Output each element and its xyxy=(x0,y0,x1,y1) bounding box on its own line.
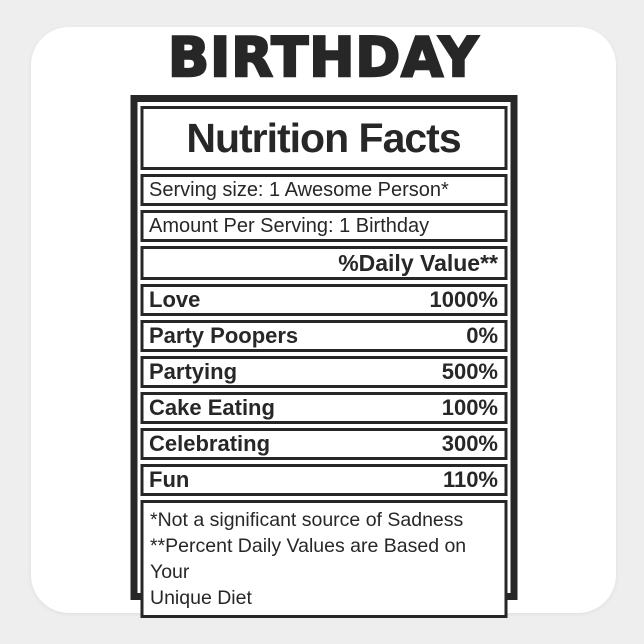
birthday-sticker: BIRTHDAY Nutrition Facts Serving size: 1… xyxy=(31,25,616,618)
footnote-line: **Percent Daily Values are Based on Your xyxy=(150,535,467,583)
daily-value-header-text: %Daily Value** xyxy=(338,249,498,276)
nutrient-name: Partying xyxy=(149,359,238,384)
nutrient-name: Love xyxy=(149,287,201,312)
nutrient-name: Fun xyxy=(149,467,190,492)
nutrient-name: Party Poopers xyxy=(149,323,299,348)
nutrient-row: Celebrating 300% xyxy=(140,428,507,460)
nutrient-value: 110% xyxy=(442,467,498,492)
nutrient-row: Cake Eating 100% xyxy=(140,392,507,424)
nutrient-value: 0% xyxy=(466,323,498,348)
footnote-line: Unique Diet xyxy=(150,587,252,609)
nutrient-value: 500% xyxy=(441,359,498,384)
nutrient-name: Celebrating xyxy=(149,431,271,456)
nutrient-row: Party Poopers 0% xyxy=(140,320,507,352)
amount-per-serving-row: Amount Per Serving: 1 Birthday xyxy=(140,210,507,242)
birthday-title: BIRTHDAY xyxy=(167,25,479,89)
footnotes-section: *Not a significant source of Sadness **P… xyxy=(140,500,507,618)
nutrition-label: Nutrition Facts Serving size: 1 Awesome … xyxy=(130,95,517,618)
nutrition-facts-header-text: Nutrition Facts xyxy=(186,114,461,161)
footnote-line: *Not a significant source of Sadness xyxy=(150,509,464,531)
nutrient-row: Love 1000% xyxy=(140,284,507,316)
nutrition-facts-header: Nutrition Facts xyxy=(140,106,507,170)
daily-value-header-row: %Daily Value** xyxy=(140,246,507,280)
nutrient-value: 300% xyxy=(441,431,498,456)
nutrient-value: 1000% xyxy=(429,287,498,312)
serving-size-text: Serving size: 1 Awesome Person* xyxy=(149,178,449,201)
nutrient-name: Cake Eating xyxy=(149,395,275,420)
nutrient-row: Partying 500% xyxy=(140,356,507,388)
nutrient-value: 100% xyxy=(441,395,498,420)
serving-size-row: Serving size: 1 Awesome Person* xyxy=(140,174,507,206)
amount-per-serving-text: Amount Per Serving: 1 Birthday xyxy=(149,214,430,237)
nutrient-row: Fun 110% xyxy=(140,464,507,496)
